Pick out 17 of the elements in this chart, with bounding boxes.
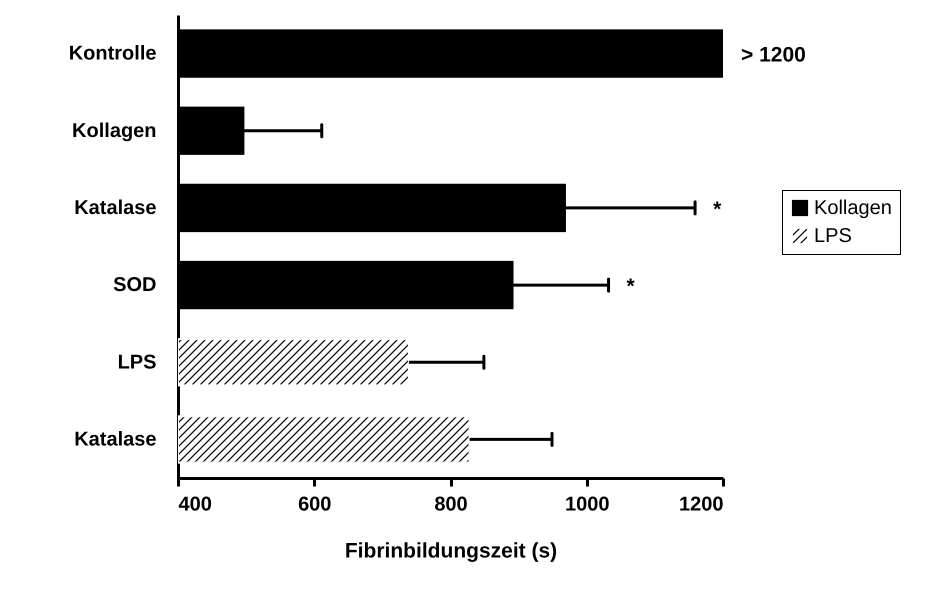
y-tick-label: Kontrolle xyxy=(68,42,156,65)
x-tick-label: 800 xyxy=(434,494,468,516)
x-tick-label: 400 xyxy=(178,494,212,516)
x-tick-label: 600 xyxy=(298,494,332,516)
annotation: * xyxy=(713,198,722,221)
y-tick-label: Katalase xyxy=(74,428,156,450)
annotation: > 1200 xyxy=(741,44,806,67)
legend-label: LPS xyxy=(814,225,852,247)
y-tick-label: Katalase xyxy=(74,196,156,219)
x-tick-label: 1000 xyxy=(565,494,610,516)
y-tick-label: Kollagen xyxy=(72,120,156,142)
y-tick-label: SOD xyxy=(113,274,156,296)
x-axis-title: Fibrinbildungszeit (s) xyxy=(344,540,558,562)
legend-label: Kollagen xyxy=(814,197,892,219)
annotation: * xyxy=(626,275,636,298)
y-tick-label: LPS xyxy=(118,351,156,374)
x-tick-label: 1200 xyxy=(679,494,724,516)
